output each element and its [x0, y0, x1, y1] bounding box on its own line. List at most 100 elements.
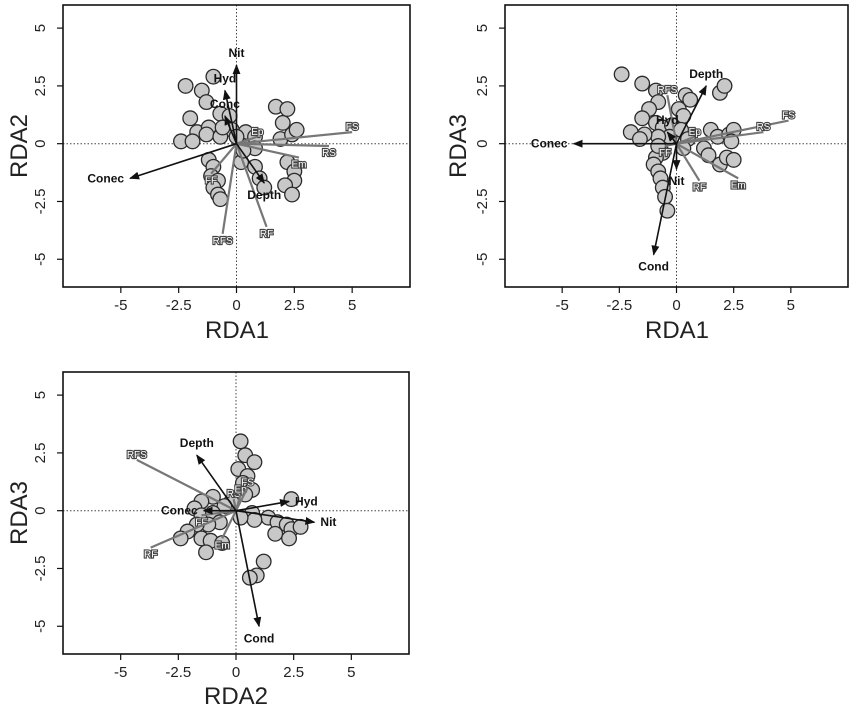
site-point	[177, 77, 194, 94]
x-axis-title: RDA2	[204, 683, 268, 710]
x-tick-label: 5	[348, 297, 356, 314]
species-label: RFS	[213, 236, 233, 247]
species-label: RFS	[127, 450, 147, 461]
site-point	[631, 131, 648, 148]
species-vector	[675, 143, 701, 182]
species-vector	[235, 487, 249, 512]
y-tick-label: 0	[32, 507, 49, 515]
y-tick-label: 2.5	[32, 75, 49, 96]
y-axis-title: RDA3	[445, 114, 472, 178]
site-point	[267, 525, 284, 542]
species-label: FF	[659, 148, 671, 159]
site-point	[255, 553, 272, 570]
species-vector	[676, 131, 764, 145]
env-vector-label: Conec	[87, 171, 124, 185]
species-vector	[210, 142, 238, 175]
site-point	[198, 544, 214, 561]
species-label: RF	[260, 229, 273, 240]
site-point	[288, 121, 305, 138]
species-label: RF	[144, 550, 157, 561]
y-tick-label: -5	[32, 620, 49, 633]
species-label: FS	[782, 111, 795, 122]
y-tick-label: -5	[474, 253, 491, 266]
site-point	[232, 433, 249, 450]
species-label: Em	[215, 540, 230, 551]
x-axis-title: RDA1	[645, 317, 709, 344]
x-tick-label: 2.5	[283, 664, 304, 681]
x-tick-label: 5	[787, 297, 795, 314]
y-tick-label: -5	[32, 253, 49, 266]
species-vector	[136, 458, 237, 512]
species-vector	[221, 510, 237, 539]
rda-panel-2: RFS Ep FS RS FF RF Em Depth Hyd Conec Nit Cond -5 -2.…	[445, 4, 849, 344]
species-label: RF	[693, 183, 706, 194]
env-vector-arrow	[235, 510, 262, 628]
env-vector-label: Hyd	[295, 494, 318, 508]
species-label: RFS	[657, 85, 677, 96]
env-vector-label: Conec	[161, 504, 198, 518]
site-point	[214, 535, 231, 551]
env-vector-arrow	[651, 143, 678, 256]
env-vector-label: Nit	[229, 46, 245, 60]
site-point	[279, 101, 296, 117]
species-vector	[236, 142, 330, 148]
site-point	[274, 114, 291, 131]
site-point	[205, 68, 222, 85]
species-label: FF	[205, 176, 217, 187]
species-label: FS	[241, 478, 254, 489]
site-point	[184, 133, 201, 150]
y-tick-label: 5	[474, 24, 491, 32]
env-vector-label: Cond	[638, 260, 669, 274]
env-vector-arrow	[235, 143, 265, 184]
env-vector-label: Nit	[320, 515, 336, 529]
env-vector-label: Hyd	[656, 113, 679, 127]
y-tick-label: 5	[32, 391, 49, 399]
y-tick-label: 5	[32, 24, 49, 32]
species-label: FS	[346, 122, 359, 133]
y-tick-label: 0	[32, 140, 49, 148]
x-tick-label: -2.5	[166, 297, 192, 314]
env-vector-arrow	[235, 509, 316, 525]
env-vector-arrow	[675, 85, 707, 145]
species-vector	[236, 142, 300, 159]
env-vector-arrow	[224, 115, 238, 144]
species-vector	[150, 509, 237, 549]
site-point	[212, 191, 229, 208]
species-vector	[675, 142, 739, 180]
x-tick-label: -2.5	[606, 297, 632, 314]
env-vector-label: Cond	[244, 631, 275, 645]
site-point	[198, 126, 215, 143]
site-point	[716, 77, 733, 94]
x-tick-label: -5	[555, 297, 568, 314]
env-vector-label: Depth	[247, 188, 281, 202]
env-vector-arrow	[129, 142, 237, 180]
species-vector	[676, 119, 789, 145]
site-point	[182, 110, 199, 127]
species-label: RS	[322, 148, 336, 159]
species-label: Em	[731, 180, 746, 191]
x-tick-label: 0	[232, 664, 240, 681]
x-tick-label: -5	[114, 664, 127, 681]
site-point	[281, 530, 298, 547]
env-vector-arrow	[235, 499, 291, 512]
env-vector-label: Conc	[210, 97, 240, 111]
site-point	[682, 91, 699, 108]
rda-panel-1: Ep FS RS Em FF RFS RF Nit Hyd Conc Conec Depth -5 -2.…	[6, 4, 411, 344]
species-vector	[235, 143, 268, 228]
y-tick-label: 2.5	[474, 75, 491, 96]
x-tick-label: -2.5	[165, 664, 191, 681]
env-vector-arrow	[666, 131, 678, 145]
y-tick-label: 0	[474, 140, 491, 148]
y-tick-label: -2.5	[32, 556, 49, 582]
species-label: RS	[227, 489, 241, 500]
env-vector-label: Depth	[689, 67, 723, 81]
species-label: Em	[291, 160, 306, 171]
species-vector	[236, 131, 353, 145]
x-tick-label: -5	[114, 297, 127, 314]
site-point	[246, 454, 263, 471]
x-tick-label: 0	[232, 297, 240, 314]
species-label: RS	[756, 122, 770, 133]
site-point	[634, 75, 651, 92]
y-tick-label: -2.5	[474, 189, 491, 215]
